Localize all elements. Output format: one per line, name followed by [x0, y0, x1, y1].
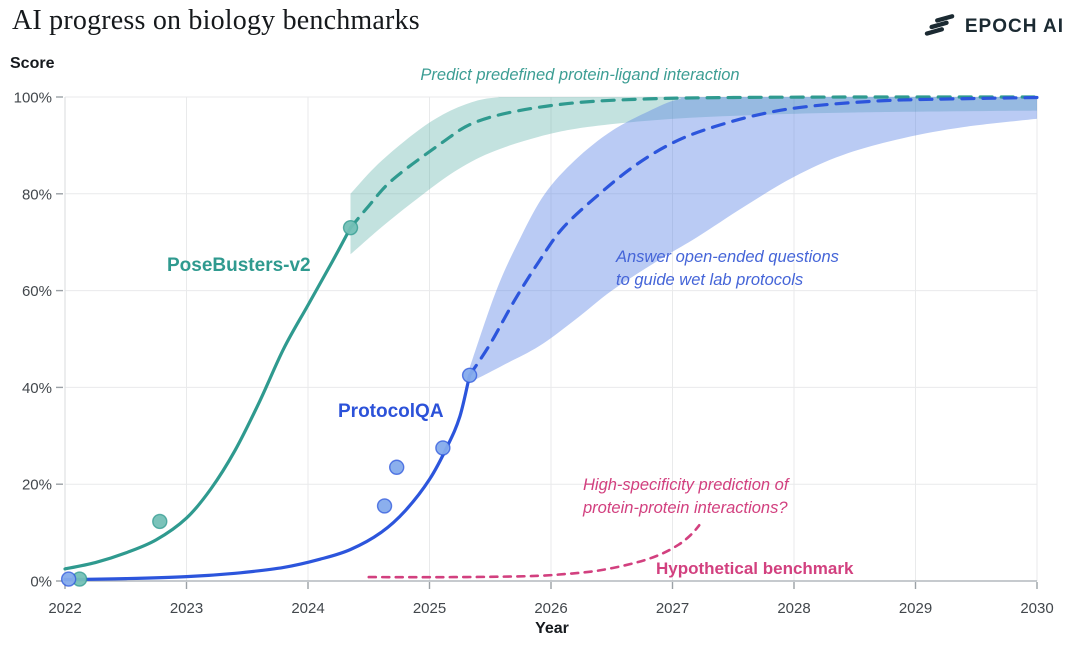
- fit-solid-posebusters-v2: [63, 226, 353, 571]
- band-posebusters-v2: [350, 96, 1037, 255]
- observed-point-protocolqa: [435, 440, 451, 456]
- y-tick-label: 0%: [30, 574, 52, 591]
- x-tick-label: 2022: [48, 600, 81, 617]
- x-tick-label: 2023: [170, 600, 203, 617]
- fit-dashed-posebusters-v2: [348, 95, 1039, 230]
- tick-labels: 0% 20% 40% 60% 80% 100% 2022 2023 2024 2025 2026 20…: [14, 90, 1054, 618]
- series-label-posebusters-v2: PoseBusters-v2: [167, 255, 311, 276]
- observed-point-posebusters-v2: [152, 513, 168, 530]
- y-tick-label: 40%: [22, 380, 52, 397]
- x-tick-label: 2028: [777, 600, 810, 617]
- observed-point-protocolqa: [388, 459, 405, 475]
- band-protocolqa: [469, 96, 1038, 383]
- page-title: AI progress on biology benchmarks: [12, 5, 420, 36]
- epoch-ai-logo-text: EPOCH AI: [964, 16, 1064, 37]
- series-label-protocolqa: ProtocolQA: [338, 401, 444, 422]
- observed-point-posebusters-v2: [342, 219, 359, 236]
- y-tick-label: 20%: [22, 477, 52, 494]
- fit-dashed-hypothetical-benchmark: [367, 524, 701, 579]
- x-axis-title: Year: [535, 620, 569, 637]
- observed-point-protocolqa: [376, 498, 393, 514]
- y-tick-label: 60%: [22, 283, 52, 300]
- y-axis-title: Score: [10, 55, 55, 72]
- observed-point-protocolqa: [461, 367, 478, 383]
- series-label-hypothetical-benchmark: Hypothetical benchmark: [656, 559, 854, 578]
- y-tick-label: 80%: [22, 186, 52, 203]
- confidence-bands: [350, 96, 1038, 383]
- annotation-posebusters-task: Predict predefined protein-ligand intera…: [420, 66, 740, 84]
- fit-dashed-protocolqa: [468, 95, 1039, 377]
- x-tick-label: 2025: [413, 600, 446, 617]
- x-tick-label: 2024: [291, 600, 324, 617]
- x-tick-label: 2029: [899, 600, 932, 617]
- y-tick-label: 100%: [14, 90, 52, 107]
- data-points: [60, 219, 478, 587]
- epoch-ai-logo-icon: [924, 14, 955, 36]
- annotation-hypothetical-task: High-specificity prediction of protein-p…: [583, 476, 789, 517]
- x-tick-label: 2026: [534, 600, 567, 617]
- observed-point-protocolqa: [60, 571, 77, 587]
- gridlines: [65, 96, 1038, 581]
- x-tick-label: 2027: [656, 600, 689, 617]
- epoch-ai-logo: EPOCH AI: [924, 13, 1064, 41]
- axes: [56, 96, 1038, 589]
- annotation-protocolqa-task: Answer open-ended questions to guide wet…: [616, 248, 839, 289]
- x-tick-label: 2030: [1020, 600, 1053, 617]
